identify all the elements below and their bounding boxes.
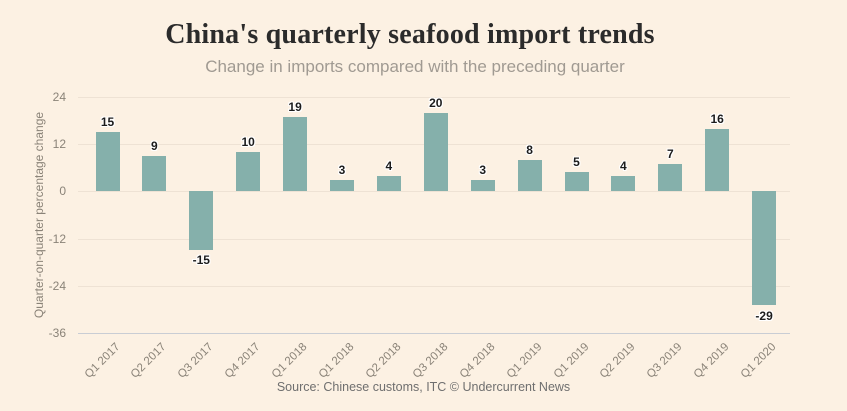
bar <box>752 191 777 306</box>
bar <box>611 175 636 192</box>
y-tick-label: 24 <box>52 90 66 104</box>
bar <box>470 179 495 192</box>
gridline <box>78 285 790 287</box>
x-axis-line <box>78 333 790 334</box>
x-tick-label: Q1 2017 <box>82 341 122 381</box>
bar-value-label: 8 <box>526 142 533 157</box>
bar <box>236 152 261 192</box>
source-note: Source: Chinese customs, ITC © Undercurr… <box>276 380 571 394</box>
bar-value-label: -15 <box>192 253 210 268</box>
bar-value-label: 9 <box>151 139 158 153</box>
x-tick-label: Q2 2018 <box>363 341 404 381</box>
gridline <box>78 97 790 98</box>
y-tick-label: 0 <box>59 184 66 199</box>
bar-value-label: 3 <box>338 162 346 177</box>
bar <box>142 156 167 192</box>
bar <box>376 175 401 192</box>
x-tick-label: Q3 2018 <box>410 341 451 381</box>
x-tick-label: Q4 2018 <box>457 341 498 381</box>
y-tick-label: -24 <box>48 278 66 293</box>
gridline <box>78 191 790 193</box>
y-tick-label: -36 <box>48 326 66 340</box>
bar-value-label: 10 <box>241 135 255 150</box>
bar <box>658 163 683 192</box>
bar <box>564 171 589 192</box>
bar-value-label: 7 <box>666 146 674 161</box>
x-tick-label: Q1 2018 <box>316 341 357 381</box>
x-tick-label: Q4 2017 <box>222 341 263 381</box>
bar-value-label: 3 <box>479 162 487 177</box>
x-tick-label: Q1 2020 <box>738 341 779 381</box>
bar <box>705 128 730 192</box>
bar-value-label: 4 <box>385 158 393 173</box>
bar <box>189 191 214 251</box>
x-tick-label: Q3 2017 <box>176 341 216 381</box>
x-tick-label: Q2 2017 <box>129 341 169 381</box>
x-tick-label: Q3 2019 <box>645 341 685 381</box>
y-tick-label: -12 <box>48 231 66 246</box>
x-tick-label: Q1 2019 <box>551 341 591 381</box>
bar-value-label: 20 <box>429 95 443 110</box>
x-tick-label: Q1 2019 <box>504 341 545 381</box>
x-tick-label: Q4 2019 <box>691 341 732 381</box>
bar-value-label: 4 <box>620 158 627 173</box>
y-tick-label: 12 <box>52 137 66 152</box>
bar-value-label: 5 <box>573 154 580 169</box>
bar-value-label: 16 <box>710 111 724 126</box>
gridline <box>78 238 790 240</box>
bar <box>517 159 542 192</box>
bar-value-label: 15 <box>100 115 115 130</box>
bar-value-label: -29 <box>755 308 773 323</box>
chart-title: China's quarterly seafood import trends <box>165 19 655 50</box>
bar <box>423 112 448 192</box>
x-tick-label: Q1 2018 <box>269 341 310 381</box>
bar-value-label: 19 <box>288 99 302 114</box>
bar <box>95 132 120 192</box>
bar <box>283 116 308 192</box>
bar <box>330 179 354 192</box>
chart-subtitle: Change in imports compared with the prec… <box>205 57 625 76</box>
x-tick-label: Q2 2019 <box>598 341 638 381</box>
